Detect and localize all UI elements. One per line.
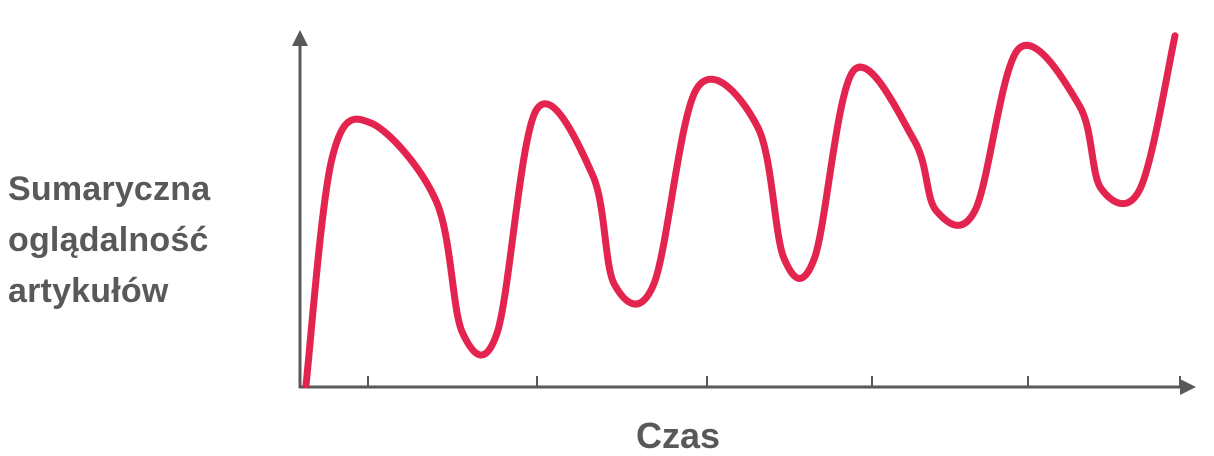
y-axis-label-line-1: Sumaryczna — [8, 170, 211, 208]
x-axis-arrow — [1180, 379, 1196, 395]
y-axis-label-line-3: artykułów — [8, 272, 169, 310]
x-axis-label: Czas — [636, 415, 721, 456]
series-line — [302, 32, 1179, 389]
y-axis-arrow — [292, 30, 308, 46]
y-axis-label-line-2: oglądalność — [8, 221, 209, 259]
y-axis-label: Sumaryczna oglądalność artykułów — [8, 164, 238, 317]
axes — [292, 30, 1196, 395]
x-axis-ticks — [367, 376, 1181, 387]
